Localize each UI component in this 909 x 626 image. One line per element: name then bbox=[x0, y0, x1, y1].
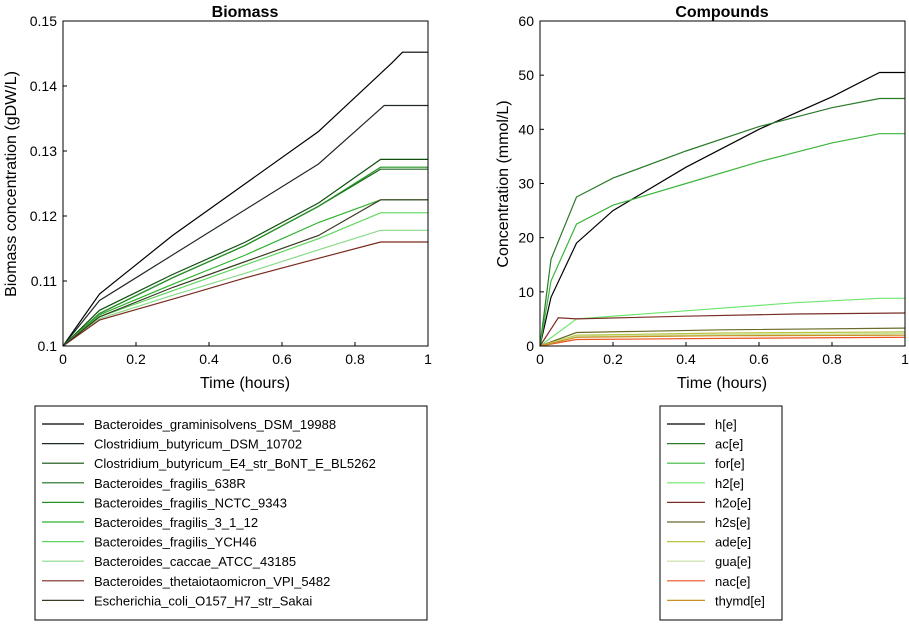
biomass-legend: Bacteroides_graminisolvens_DSM_19988 Clos… bbox=[42, 417, 376, 608]
series-line-bacteroides-caccae-atcc-43185 bbox=[62, 229, 428, 347]
series-line-h-e- bbox=[539, 71, 905, 347]
x-tick-label: 0.8 bbox=[822, 351, 842, 367]
biomass-title: Biomass bbox=[212, 4, 279, 21]
legend-label: for[e] bbox=[715, 456, 745, 471]
y-tick-label: 0.11 bbox=[31, 273, 57, 289]
y-tick-label: 60 bbox=[518, 13, 534, 29]
y-tick-label: 0.12 bbox=[30, 208, 57, 224]
biomass-y-ticks: 0.1 0.11 0.12 0.13 0.14 0.15 bbox=[30, 13, 67, 354]
x-tick-label: 1 bbox=[901, 351, 909, 367]
y-tick-label: 20 bbox=[518, 230, 534, 246]
biomass-panel: Biomass 0 0.2 0.4 0.6 0.8 1 0.10.110.120.130.… bbox=[3, 4, 432, 621]
series-line-bacteroides-thetaiotaomicron-vpi-5482 bbox=[62, 241, 428, 347]
legend-label: Escherichia_coli_O157_H7_str_Sakai bbox=[94, 593, 312, 608]
compounds-title: Compounds bbox=[675, 4, 768, 21]
legend-label: h2s[e] bbox=[715, 515, 750, 530]
series-line-bacteroides-graminisolvens-dsm-19988 bbox=[62, 51, 428, 347]
y-tick-label: 0.1 bbox=[38, 338, 58, 354]
x-tick-label: 0.6 bbox=[749, 351, 769, 367]
x-tick-label: 0.2 bbox=[126, 351, 146, 367]
compounds-panel: Compounds 0 0.2 0.4 0.6 0.8 1 0 10 20 30 40 50 60 T… bbox=[495, 4, 909, 621]
legend-label: Bacteroides_caccae_ATCC_43185 bbox=[94, 554, 296, 569]
y-tick-label: 40 bbox=[518, 121, 534, 137]
series-line-nac-e- bbox=[539, 336, 906, 347]
series-line-bacteroides-fragilis-nctc-9343 bbox=[62, 166, 428, 347]
y-tick-label: 50 bbox=[518, 67, 534, 83]
series-line-for-e- bbox=[539, 133, 905, 347]
y-tick-label: 0.13 bbox=[30, 143, 57, 159]
biomass-y-label: Biomass concentration (gDW/L) bbox=[3, 71, 20, 297]
biomass-axes-box bbox=[62, 20, 429, 347]
compounds-series-lines bbox=[539, 71, 906, 347]
legend-label: h[e] bbox=[715, 417, 737, 432]
compounds-x-ticks: 0 0.2 0.4 0.6 0.8 1 bbox=[536, 342, 909, 367]
compounds-legend-box bbox=[659, 405, 783, 621]
compounds-legend: h[e] ac[e] for[e] h2[e] h2o[e] h2s[e] ade[e] gu… bbox=[667, 417, 765, 608]
legend-label: Bacteroides_fragilis_NCTC_9343 bbox=[94, 495, 287, 510]
legend-label: Clostridium_butyricum_DSM_10702 bbox=[94, 437, 302, 452]
legend-label: Bacteroides_fragilis_YCH46 bbox=[94, 535, 257, 550]
series-line-h2s-e- bbox=[539, 327, 906, 347]
legend-label: thymd[e] bbox=[715, 593, 765, 608]
legend-label: h2o[e] bbox=[715, 495, 751, 510]
y-tick-label: 30 bbox=[518, 176, 534, 192]
legend-label: Bacteroides_fragilis_3_1_12 bbox=[94, 515, 258, 530]
compounds-y-label: Concentration (mmol/L) bbox=[495, 100, 512, 267]
compounds-y-ticks: 0 10 20 30 40 50 60 bbox=[518, 13, 544, 354]
y-tick-label: 0 bbox=[526, 338, 534, 354]
biomass-x-label: Time (hours) bbox=[200, 375, 290, 392]
y-tick-label: 10 bbox=[518, 284, 534, 300]
x-tick-label: 0.4 bbox=[199, 351, 219, 367]
series-line-clostridium-butyricum-e4-str-bont-e-bl5262 bbox=[62, 158, 428, 347]
legend-label: Bacteroides_thetaiotaomicron_VPI_5482 bbox=[94, 574, 330, 589]
legend-label: nac[e] bbox=[715, 574, 750, 589]
y-tick-label: 0.14 bbox=[30, 78, 57, 94]
compounds-x-label: Time (hours) bbox=[677, 375, 767, 392]
series-line-bacteroides-fragilis-638r bbox=[62, 168, 428, 347]
compounds-axes-box bbox=[539, 20, 906, 347]
series-line-ac-e- bbox=[539, 97, 905, 347]
legend-label: Clostridium_butyricum_E4_str_BoNT_E_BL52… bbox=[94, 456, 376, 471]
biomass-series-lines bbox=[62, 51, 428, 347]
legend-label: h2[e] bbox=[715, 476, 744, 491]
x-tick-label: 0.4 bbox=[676, 351, 696, 367]
series-line-h2o-e- bbox=[539, 312, 906, 347]
legend-label: gua[e] bbox=[715, 554, 751, 569]
x-tick-label: 1 bbox=[424, 351, 432, 367]
legend-label: Bacteroides_fragilis_638R bbox=[94, 476, 246, 491]
y-tick-label: 0.15 bbox=[30, 13, 57, 29]
x-tick-label: 0 bbox=[536, 351, 544, 367]
legend-label: ade[e] bbox=[715, 535, 751, 550]
legend-label: Bacteroides_graminisolvens_DSM_19988 bbox=[94, 417, 336, 432]
series-line-thymd-e- bbox=[539, 334, 906, 347]
x-tick-label: 0.8 bbox=[345, 351, 365, 367]
biomass-legend-box bbox=[34, 405, 428, 621]
x-tick-label: 0 bbox=[59, 351, 67, 367]
series-line-h2-e- bbox=[539, 297, 905, 347]
series-line-escherichia-coli-o157-h7-str-sakai bbox=[62, 199, 428, 347]
legend-label: ac[e] bbox=[715, 437, 743, 452]
series-line-clostridium-butyricum-dsm-10702 bbox=[62, 104, 428, 347]
x-tick-label: 0.2 bbox=[603, 351, 623, 367]
x-tick-label: 0.6 bbox=[272, 351, 292, 367]
biomass-x-ticks: 0 0.2 0.4 0.6 0.8 1 bbox=[59, 342, 432, 367]
